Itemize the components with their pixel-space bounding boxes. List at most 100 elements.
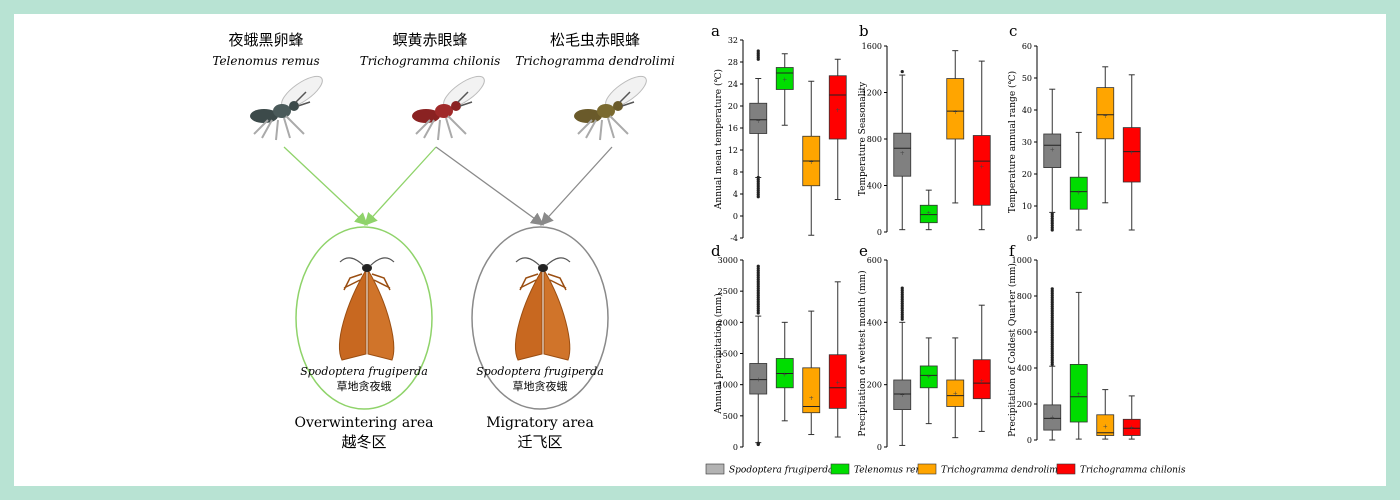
outlier-point	[756, 300, 760, 304]
outlier-point	[1050, 287, 1054, 291]
outlier-point	[1050, 325, 1054, 329]
panel-label: d	[711, 242, 721, 260]
y-tick-label: 800	[867, 135, 882, 144]
y-tick-label: 40	[1022, 106, 1032, 115]
boxplot-charts: a -4 0 4 8 12 16 20 24 28 32 Annual mean temperatur…	[711, 22, 1141, 452]
y-tick-label: 1500	[718, 350, 738, 359]
outlier-point	[756, 302, 760, 306]
y-tick-label: 12	[728, 146, 738, 155]
outlier-point	[1050, 228, 1054, 232]
box-series-2: +	[1069, 291, 1088, 440]
outlier-point	[1050, 298, 1054, 302]
legend-label: Trichogramma dendrolimi	[941, 466, 1061, 476]
outlier-point	[756, 273, 760, 277]
mean-marker: +	[1103, 113, 1108, 120]
box-series-3: +	[802, 80, 821, 236]
box-series-1: +	[893, 286, 912, 446]
outlier-point	[1050, 313, 1054, 318]
outlier-point	[1050, 296, 1054, 300]
mean-marker: +	[926, 210, 931, 217]
y-tick-label: 1000	[718, 381, 738, 390]
outlier-point	[900, 286, 904, 290]
panel-e: e 0 200 400 600 Precipitation of wettest mont…	[857, 242, 991, 452]
host-latin-1: Spodoptera frugiperda	[300, 365, 428, 378]
box	[749, 102, 768, 134]
box-series-4: +	[828, 58, 847, 200]
y-tick-label: 2500	[718, 287, 738, 296]
mean-marker: +	[809, 395, 814, 402]
y-tick-label: 0	[733, 212, 738, 221]
legend-item: Spodoptera frugiperda	[705, 463, 833, 476]
y-tick-label: 1600	[862, 42, 882, 51]
outlier-point	[1050, 345, 1054, 349]
outlier-point	[1050, 291, 1054, 295]
box	[893, 132, 912, 177]
outlier-point	[756, 293, 760, 297]
outlier-point	[1050, 356, 1054, 360]
box-series-2: +	[919, 189, 938, 231]
y-tick-label: -4	[730, 234, 738, 243]
legend-swatch	[705, 463, 725, 475]
y-tick-label: 50	[1022, 74, 1032, 83]
outlier-point	[900, 69, 904, 74]
outlier-point	[900, 293, 904, 297]
mean-marker: +	[979, 378, 984, 385]
figure-svg: 夜蛾黑卵蜂 Telenomus remus 螟黄赤眼蜂 Trichogramma…	[212, 22, 1186, 476]
migratory-area-en: Migratory area	[486, 415, 594, 431]
y-tick-label: 2000	[718, 318, 738, 327]
y-tick-label: 8	[733, 168, 738, 177]
mean-marker: +	[756, 118, 761, 125]
outlier-point	[1050, 338, 1054, 342]
outlier-point	[756, 309, 760, 313]
mean-marker: +	[782, 371, 787, 378]
outlier-point	[1050, 289, 1054, 293]
outlier-point	[756, 269, 760, 273]
box-series-4: +	[972, 304, 991, 432]
outlier-point	[900, 302, 904, 306]
y-tick-label: 0	[877, 443, 882, 452]
outlier-point	[1050, 316, 1054, 320]
legend-label: Trichogramma chilonis	[1080, 466, 1186, 476]
box-series-4: +	[972, 60, 991, 231]
wasp-telenomus-icon	[250, 75, 323, 141]
mean-marker: +	[1050, 415, 1055, 422]
outlier-point	[1050, 340, 1054, 344]
outlier-point	[1050, 221, 1054, 225]
outlier-point	[1050, 333, 1054, 338]
outlier-point	[756, 298, 760, 302]
y-tick-label: 28	[728, 58, 738, 67]
outlier-point	[1050, 309, 1054, 313]
outlier-point	[1050, 219, 1054, 223]
legend-item: Trichogramma chilonis	[1056, 463, 1186, 476]
box	[828, 75, 847, 140]
mean-marker: +	[1103, 424, 1108, 431]
mean-marker: +	[835, 107, 840, 114]
y-tick-label: 3000	[718, 256, 738, 265]
box	[1122, 418, 1141, 436]
outlier-point	[1050, 223, 1054, 228]
figure-panel: 夜蛾黑卵蜂 Telenomus remus 螟黄赤眼蜂 Trichogramma…	[14, 14, 1386, 486]
box-series-1: +	[1043, 88, 1062, 232]
outlier-point	[756, 289, 760, 293]
outlier-point	[1050, 304, 1054, 309]
outlier-point	[1050, 320, 1054, 324]
outlier-point	[900, 288, 904, 292]
outlier-point	[1050, 214, 1054, 218]
legend-item: Trichogramma dendrolimi	[917, 463, 1061, 476]
box	[972, 359, 991, 400]
moth-overwintering-icon	[339, 257, 395, 361]
outlier-point	[1050, 322, 1054, 326]
mean-marker: +	[1129, 150, 1134, 157]
y-tick-label: 0	[877, 228, 882, 237]
y-tick-label: 400	[867, 318, 882, 327]
parasitoid-1-latin: Telenomus remus	[212, 54, 319, 68]
box-series-2: +	[919, 337, 938, 425]
outlier-point	[1050, 358, 1054, 362]
y-tick-label: 600	[867, 256, 882, 265]
panel-label: b	[859, 22, 869, 40]
box	[749, 363, 768, 395]
panel-d: d 0 500 1000 1500 2000 2500 3000 Annual precipit…	[711, 242, 847, 452]
parasitoid-2-latin: Trichogramma chilonis	[360, 54, 501, 68]
panel-label: a	[711, 22, 720, 40]
outlier-point	[1050, 362, 1054, 366]
